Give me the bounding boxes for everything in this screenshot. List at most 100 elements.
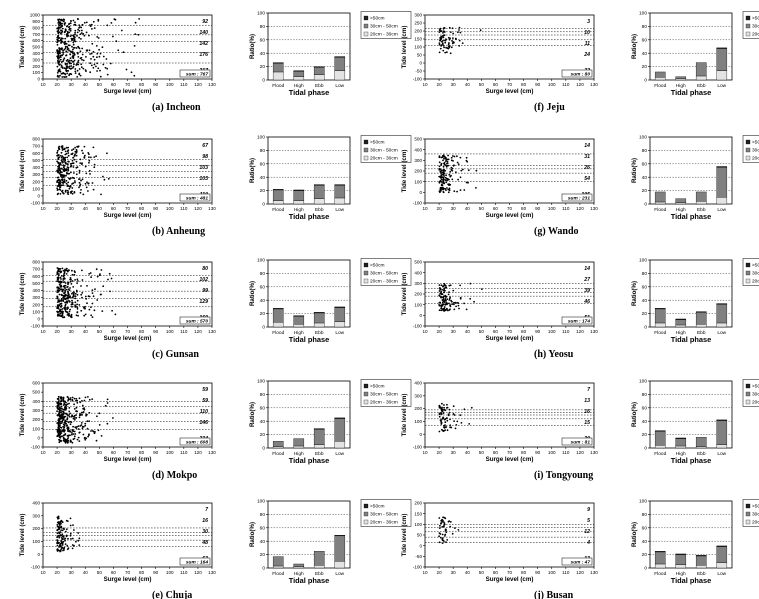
- scatter-point: [60, 417, 62, 419]
- scatter-point: [446, 539, 449, 541]
- bar-segment-20-30cm: [654, 201, 666, 205]
- scatter-point: [98, 55, 101, 58]
- scatter-point: [468, 423, 471, 425]
- scatter-point: [85, 413, 88, 416]
- x-tick-label: 110: [180, 450, 188, 455]
- scatter-point: [69, 434, 71, 437]
- scatter-y-axis-label: Tide level (cm): [19, 273, 26, 316]
- x-tick-label: 10: [40, 329, 46, 334]
- scatter-point: [446, 158, 449, 161]
- scatter-point: [72, 417, 75, 420]
- scatter-point: [65, 50, 68, 53]
- scatter-point: [71, 292, 73, 295]
- bar-x-axis-label: Tidal phase: [289, 456, 330, 465]
- scatter-point: [441, 539, 444, 542]
- scatter-point: [59, 74, 61, 77]
- scatter-point: [445, 160, 447, 163]
- scatter-point: [68, 415, 71, 418]
- scatter-point: [86, 285, 88, 287]
- scatter-point: [445, 541, 447, 544]
- bar-segment-20-30cm: [334, 441, 346, 449]
- bar-segment-20-30cm: [654, 563, 666, 569]
- scatter-point: [65, 169, 68, 172]
- scatter-point: [60, 396, 63, 399]
- bar-segment-gt50cm: [272, 62, 284, 64]
- legend-label: 30cm - 50cm: [370, 512, 398, 518]
- scatter-point: [64, 268, 66, 271]
- category-label: High: [294, 330, 304, 336]
- scatter-point: [76, 311, 79, 314]
- bar-segment-30-50cm: [675, 438, 687, 447]
- scatter-point: [77, 436, 80, 439]
- y-tick-label: 1000: [30, 13, 41, 18]
- category-label: Flood: [654, 83, 666, 89]
- bar-segment-30-50cm: [716, 166, 728, 198]
- scatter-y-axis-label: Tide level (cm): [401, 273, 408, 316]
- scatter-point: [57, 181, 60, 184]
- bar-segment-gt50cm: [675, 437, 687, 439]
- category-label: Flood: [654, 207, 666, 213]
- scatter-point: [74, 153, 76, 156]
- scatter-point: [67, 293, 70, 296]
- scatter-point: [67, 315, 70, 317]
- scatter-point: [76, 166, 79, 169]
- x-tick-label: 20: [437, 450, 443, 455]
- scatter-point: [66, 308, 68, 310]
- scatter-point: [63, 400, 65, 403]
- scatter-point: [443, 306, 446, 308]
- scatter-point: [108, 272, 111, 275]
- scatter-point: [61, 40, 64, 43]
- scatter-point: [81, 47, 84, 50]
- bar-segment-20-30cm: [313, 198, 325, 205]
- sum-label: sum : 767: [186, 71, 208, 77]
- scatter-point: [81, 414, 83, 416]
- scatter-point: [74, 33, 76, 36]
- scatter-point: [72, 34, 75, 36]
- y-tick-label: -50: [415, 554, 422, 559]
- scatter-point: [440, 178, 443, 181]
- legend-label: 20cm - 30cm: [752, 156, 759, 162]
- y-tick-label: 200: [32, 417, 40, 422]
- scatter-point: [446, 303, 448, 305]
- scatter-point: [134, 21, 137, 24]
- x-tick-label: 30: [69, 570, 75, 575]
- scatter-point: [446, 160, 449, 163]
- x-tick-label: 120: [194, 206, 202, 211]
- x-tick-label: 130: [208, 206, 216, 211]
- x-tick-label: 60: [111, 450, 117, 455]
- scatter-point: [439, 536, 442, 539]
- scatter-point: [439, 287, 441, 289]
- legend-swatch: [363, 23, 369, 29]
- bar-segment-30-50cm: [272, 63, 284, 73]
- scatter-point: [438, 181, 441, 184]
- scatter-point: [71, 152, 74, 155]
- y-tick-label: 0: [644, 446, 647, 452]
- scatter-point: [81, 292, 84, 294]
- scatter-point: [438, 415, 441, 418]
- sum-label: sum : 164: [186, 559, 208, 565]
- scatter-frame: [424, 138, 595, 204]
- scatter-point: [62, 148, 65, 151]
- scatter-point: [459, 284, 461, 287]
- scatter-point: [82, 426, 85, 428]
- scatter-point: [61, 76, 64, 78]
- x-tick-label: 10: [422, 206, 428, 211]
- x-tick-label: 70: [125, 329, 131, 334]
- scatter-frame: [42, 502, 213, 568]
- y-tick-label: 100: [32, 186, 40, 191]
- bar-segment-30-50cm: [675, 76, 687, 79]
- scatter-point: [57, 61, 60, 64]
- scatter-point: [58, 63, 61, 66]
- scatter-point: [63, 424, 66, 426]
- scatter-point: [447, 520, 450, 523]
- sum-box: [561, 557, 593, 566]
- scatter-point: [71, 399, 74, 402]
- scatter-point: [60, 284, 62, 287]
- scatter-point: [57, 167, 60, 170]
- scatter-point: [69, 165, 72, 168]
- scatter-point: [92, 188, 95, 191]
- scatter-point: [439, 47, 442, 50]
- scatter-point: [65, 70, 68, 73]
